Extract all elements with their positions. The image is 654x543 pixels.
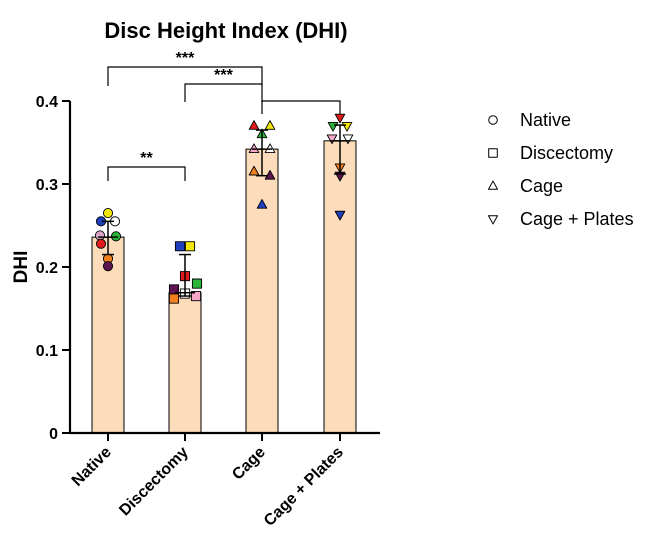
legend: Native Discectomy Cage Cage + Plates <box>487 110 634 229</box>
x-tick-label-4: Cage + Plates <box>261 444 347 530</box>
point-1-5 <box>110 231 122 242</box>
bar-4 <box>323 140 357 434</box>
point-2-7 <box>190 291 202 302</box>
point-3-5 <box>264 143 276 154</box>
chart-title: Disc Height Index (DHI) <box>104 18 347 43</box>
bar-2 <box>168 292 202 434</box>
point-2-2 <box>184 241 196 252</box>
point-3-8 <box>256 199 268 209</box>
point-3-2 <box>264 120 276 130</box>
significance-bracket-4 <box>107 166 186 181</box>
point-4-2 <box>327 122 339 132</box>
point-4-8 <box>334 210 346 221</box>
point-4-1 <box>334 113 346 124</box>
point-3-4 <box>248 143 260 154</box>
significance-label-4: ** <box>140 150 153 167</box>
point-2-1 <box>174 241 186 252</box>
point-3-6 <box>248 165 260 176</box>
point-2-4 <box>191 278 203 289</box>
x-tick-label-1: Native <box>69 444 115 490</box>
significance-bracket-2 <box>184 83 263 102</box>
point-1-6 <box>95 238 107 249</box>
legend-label-4: Cage + Plates <box>520 209 634 229</box>
point-4-4 <box>326 134 338 145</box>
point-4-3 <box>341 122 353 132</box>
point-3-1 <box>248 120 260 130</box>
legend-marker-3 <box>487 180 499 190</box>
legend-marker-2 <box>488 148 498 158</box>
point-1-8 <box>102 261 114 272</box>
significance-label-2: *** <box>214 67 233 84</box>
significance-label-1: *** <box>176 50 195 67</box>
point-3-7 <box>264 169 276 180</box>
y-tick-label-1: 0.1 <box>36 343 58 360</box>
legend-label-3: Cage <box>520 176 563 196</box>
legend-label-1: Native <box>520 110 571 130</box>
x-tick-label-3: Cage <box>229 444 269 484</box>
y-tick-label-4: 0.4 <box>36 94 58 111</box>
y-tick-label-0: 0 <box>49 426 58 443</box>
y-tick-label-3: 0.3 <box>36 177 58 194</box>
plot-area: 0 0.1 0.2 0.3 0.4 DHI Native Discectomy CageCage… <box>11 50 380 530</box>
point-1-1 <box>102 207 114 219</box>
significance-bracket-1 <box>107 66 263 86</box>
x-tick-label-2: Discectomy <box>116 444 192 520</box>
significance-bracket-3 <box>261 100 341 114</box>
legend-marker-1 <box>488 115 498 125</box>
point-2-8 <box>168 293 180 304</box>
point-1-4 <box>94 230 106 241</box>
y-tick-label-2: 0.2 <box>36 260 58 277</box>
point-4-5 <box>342 134 354 145</box>
legend-label-2: Discectomy <box>520 143 613 163</box>
y-axis-label: DHI <box>11 251 32 284</box>
legend-marker-4 <box>487 215 499 225</box>
bar-3 <box>245 148 279 434</box>
